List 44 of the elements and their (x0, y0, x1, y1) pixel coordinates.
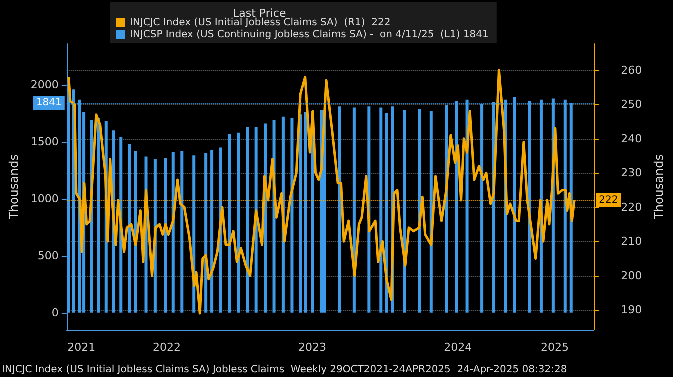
bar (403, 110, 406, 313)
bar (299, 114, 302, 313)
bar (180, 151, 184, 313)
bar (380, 108, 383, 313)
y2-tick-label: 220 (621, 200, 642, 214)
ref-line-label: 1841 (36, 98, 62, 109)
bar (304, 112, 308, 313)
bar (172, 152, 175, 313)
bar (228, 134, 232, 313)
legend-label: INJCJC Index (US Initial Jobless Claims SA) (R1) 222 (130, 18, 391, 28)
x-tick-label: 2025 (541, 341, 570, 354)
bar (128, 144, 132, 313)
legend-label: INJCSP Index (US Continuing Jobless Claims SA) - on 4/11/25 (L1) 1841 (130, 30, 489, 40)
bar (134, 151, 138, 313)
y-tick-label: 2000 (30, 78, 59, 92)
bar (254, 127, 258, 313)
x-tick-label: 2022 (152, 341, 181, 354)
y-tick-label: 500 (38, 249, 59, 262)
bar (204, 153, 208, 313)
y2-tick-label: 210 (621, 235, 642, 248)
bar (210, 150, 214, 313)
bar (290, 118, 294, 313)
bar (237, 132, 240, 313)
y-tick-label: 1000 (30, 192, 59, 206)
y-tick-label: 1500 (30, 135, 59, 148)
y2-tick-label: 190 (621, 304, 642, 317)
y2-tick-label: 260 (621, 64, 642, 77)
y-tick-label: 0 (52, 306, 59, 320)
y2-axis-title: Thousands (652, 154, 666, 220)
x-tick-label: 2024 (444, 341, 472, 354)
x-tick-label: 2021 (68, 341, 96, 354)
text: INJCJC Index (US Initial Jobless Claims SA) Jobless Claims Weekly 29OCT2021-24APR2025 24-Apr-2025 08:32:28 (2, 364, 568, 376)
bar (418, 108, 422, 313)
bar (164, 158, 168, 313)
bar (338, 106, 342, 313)
ref-line-label: 222 (599, 195, 618, 206)
y2-tick-label: 240 (621, 132, 642, 146)
bar (97, 118, 100, 313)
bar (246, 127, 250, 313)
y2-tick-label: 230 (621, 166, 642, 180)
y2-tick-label: 200 (621, 269, 642, 282)
y2-tick-label: 250 (621, 98, 642, 112)
y-axis-title: Thousands (7, 154, 21, 220)
x-tick-label: 2023 (298, 341, 327, 354)
